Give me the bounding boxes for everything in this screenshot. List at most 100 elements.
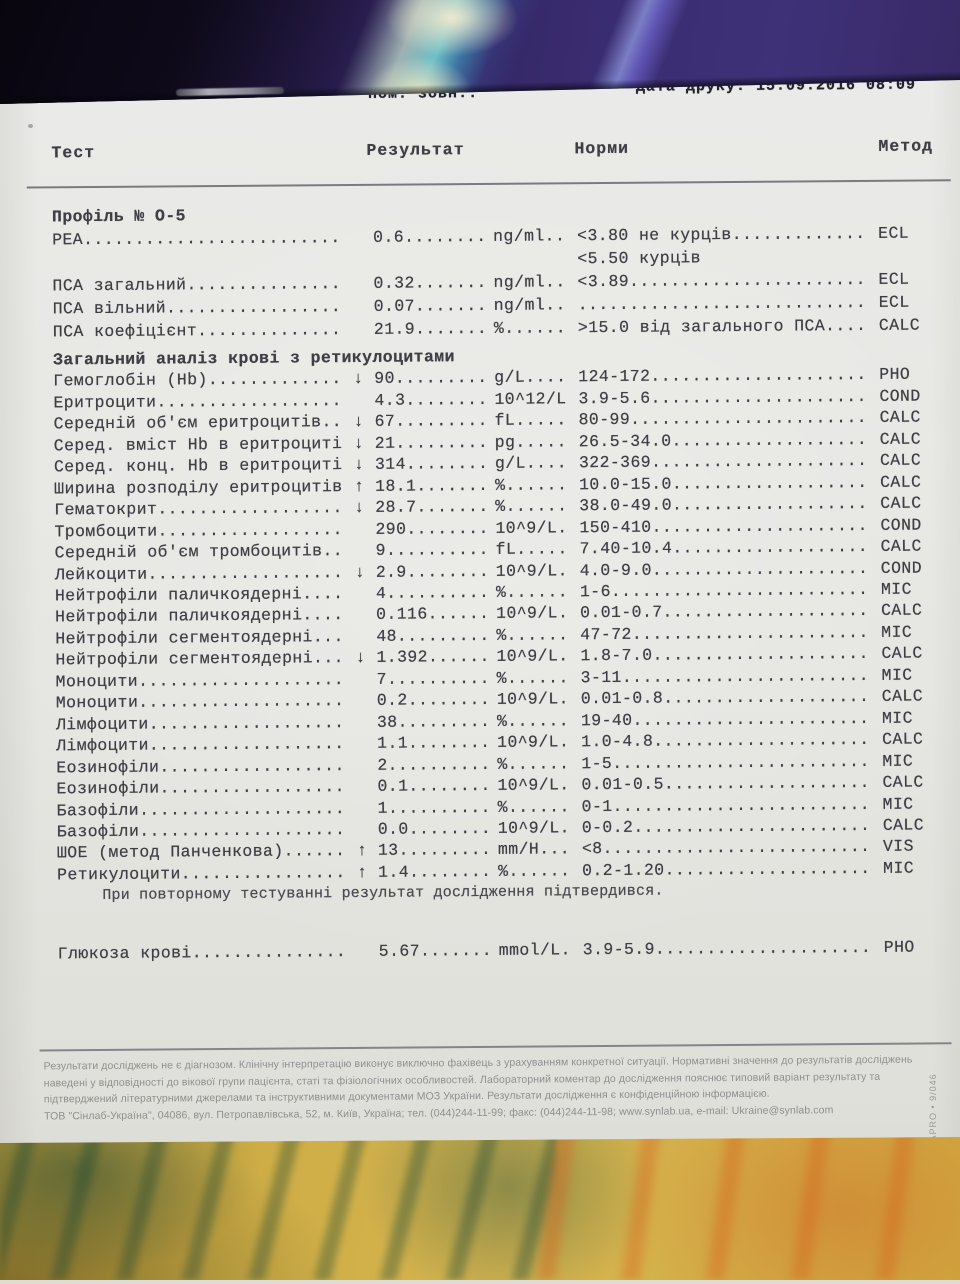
green-paint-streaks (0, 1125, 557, 1280)
abnormal-low-arrow-icon: ↓ (355, 647, 376, 669)
result-value: 2.9........ (376, 560, 496, 582)
test-name: Середній об'єм тромбоцитів.. (0, 540, 355, 564)
flag-slot (353, 318, 374, 341)
table-column-headers: Тест Результат Норми Метод (0, 136, 956, 144)
norm-range: 7.40-10.4................... (580, 536, 881, 560)
norm-range: 124-172..................... (578, 364, 879, 388)
unit: %...... (494, 316, 578, 340)
test-name: Ширина розподілу еритроцитів (0, 476, 354, 500)
unit: 10^9/L. (496, 560, 580, 582)
unit: 10^9/L. (498, 817, 582, 839)
abnormal-high-arrow-icon: ↑ (357, 840, 378, 862)
abnormal-low-arrow-icon: ↓ (354, 454, 375, 476)
norm-range: 0.01-0.7.................... (580, 600, 881, 624)
result-value: 290........ (375, 518, 495, 540)
norm-range: 0.2-1.20.................... (582, 858, 883, 882)
unit: ng/ml.. (493, 224, 577, 248)
method-code: CALC (880, 471, 921, 493)
unit: 10^9/L. (497, 688, 581, 710)
norm-range: 1.0-4.8..................... (581, 729, 882, 753)
norm-range: 1-6......................... (580, 579, 881, 603)
method-code: CALC (882, 772, 923, 794)
result-value: 1.392...... (376, 646, 496, 668)
unit: pg..... (495, 431, 579, 453)
norm-range: ............................ (578, 291, 879, 316)
test-name: Базофіли.................... (2, 819, 357, 843)
unit: 10^9/L. (497, 731, 581, 753)
result-value: 21......... (375, 432, 495, 454)
method-code: MIC (882, 707, 913, 729)
flag-slot (356, 754, 377, 776)
paper-speck (28, 124, 33, 128)
result-value: 90......... (374, 367, 494, 389)
norm-range: 3-11........................ (581, 665, 882, 689)
unit (493, 247, 577, 271)
norm-range: <3.89....................... (577, 268, 878, 293)
result-value: 38......... (377, 711, 497, 733)
method-code: MIC (882, 664, 913, 686)
result-value: 0.07....... (374, 294, 494, 318)
abnormal-low-arrow-icon: ↓ (354, 433, 375, 455)
method-code: PHO (884, 937, 915, 959)
result-value: 0.2........ (377, 689, 497, 711)
test-name: PEA......................... (0, 226, 352, 252)
norm-range: 80-99....................... (579, 407, 880, 431)
method-code: ECL (879, 291, 910, 314)
test-name: Лімфоцити................... (1, 712, 356, 736)
unit: %...... (496, 581, 580, 603)
flag-slot (356, 690, 377, 712)
abnormal-high-arrow-icon: ↑ (354, 476, 375, 498)
unit: mmol/L. (499, 939, 583, 961)
column-header-result: Результат (366, 140, 464, 160)
flag-slot (352, 272, 373, 295)
norm-range: 19-40....................... (581, 708, 882, 732)
method-code: COND (881, 557, 922, 579)
test-name: Еритроцити.................. (0, 390, 354, 414)
footer-disclaimer: Результати досліджень не є діагнозом. Кл… (44, 1051, 934, 1124)
test-name: Ретикулоцити................ (2, 862, 357, 886)
test-name: Моноцити.................... (1, 690, 356, 714)
test-name: Глюкоза крові............... (3, 941, 358, 965)
unit: %...... (498, 796, 582, 818)
norm-range: 0-1......................... (582, 793, 883, 817)
result-value: 18.1....... (375, 475, 495, 497)
method-code: MIC (883, 857, 914, 879)
norm-range: 1-5......................... (581, 750, 882, 774)
abnormal-low-arrow-icon: ↓ (354, 411, 375, 433)
test-name: ПСА коефіцієнт.............. (0, 318, 353, 344)
norm-range: 38.0-49.0................... (579, 493, 880, 517)
flag-slot (356, 712, 377, 734)
unit: mm/H... (498, 839, 582, 861)
test-name: Моноцити.................... (1, 669, 356, 693)
unit: %...... (497, 667, 581, 689)
flag-slot (356, 669, 377, 691)
flag-slot (355, 604, 376, 626)
abnormal-low-arrow-icon: ↓ (354, 497, 375, 519)
unit: g/L.... (495, 452, 579, 474)
method-code: CALC (882, 686, 923, 708)
method-code: MIC (881, 579, 912, 601)
method-code: CALC (879, 314, 920, 337)
result-row: Глюкоза крові...............5.67.......m… (3, 936, 960, 965)
test-name: Серед. вміст Hb в еритроциті (0, 433, 354, 457)
test-name: Нейтрофіли сегментоядерні... (0, 626, 355, 650)
test-name: Нейтрофіли паличкоядерні.... (0, 583, 355, 607)
flag-slot (355, 626, 376, 648)
result-value: 1.......... (378, 796, 498, 818)
unit: %...... (495, 474, 579, 496)
flag-slot (358, 941, 379, 963)
result-value: 4.......... (376, 582, 496, 604)
norm-range: 3.9-5.9..................... (583, 937, 884, 961)
result-value: 9.......... (376, 539, 496, 561)
flag-slot (355, 583, 376, 605)
method-code: MIC (881, 621, 912, 643)
result-value: 48......... (376, 625, 496, 647)
method-code: CALC (880, 493, 921, 515)
norm-range: 26.5-34.0................... (579, 429, 880, 453)
result-value: 67......... (375, 410, 495, 432)
footer-divider-line (40, 1042, 952, 1051)
result-value: 7.......... (377, 668, 497, 690)
norm-range: 0.01-0.8.................... (581, 686, 882, 710)
flag-slot (352, 226, 373, 249)
